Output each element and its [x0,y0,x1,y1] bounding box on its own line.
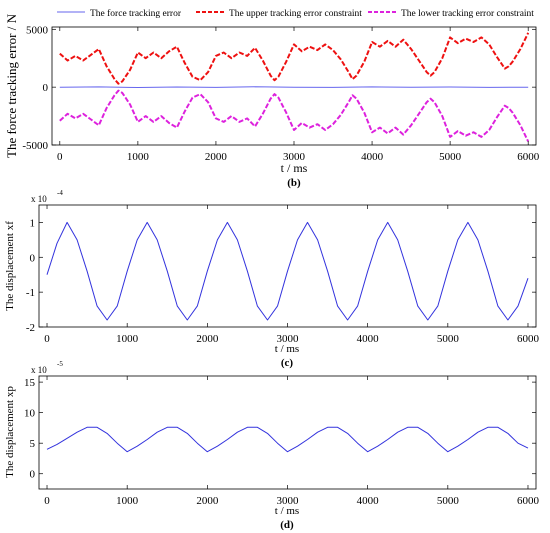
x-tick-label-b-1: 1000 [127,151,150,163]
y-axis-label-b: The force tracking error / N [4,13,19,158]
x-tick-label-b-5: 5000 [439,151,462,163]
series-line-b-0 [59,86,529,88]
y-tick-label-c-0: -2 [26,322,35,334]
series-lines-b [59,32,530,142]
y-axis-label-d: The displacement xp [4,386,16,478]
y-tick-label-c-2: 0 [30,252,36,264]
series-lines-d [46,426,529,453]
ticks-c: 0 1000 2000 3000 4000 5000 6000 -2 -1 0 1 [26,205,540,345]
y-tick-label-d-1: 5 [30,438,36,450]
x-tick-label-c-4: 4000 [357,333,380,345]
x-tick-label-b-2: 2000 [205,151,228,163]
x-tick-label-c-6: 6000 [517,333,540,345]
y-tick-label-c-3: 1 [30,217,36,229]
x-tick-label-c-1: 1000 [116,333,139,345]
plot-area-c [38,204,537,328]
y-tick-label-c-1: -1 [26,287,35,299]
axis-exponent-d: -5 [57,360,63,368]
x-axis-label-d: t / ms [275,505,299,517]
x-tick-label-b-3: 3000 [283,151,306,163]
y-axis-label-c: The displacement xf [4,221,16,311]
panel-b: 0 1000 2000 3000 4000 5000 6000 -5000 0 5000 The … [4,8,540,189]
x-tick-label-d-3: 3000 [277,495,300,507]
series-line-b-1 [59,32,530,85]
x-tick-label-c-5: 5000 [437,333,460,345]
x-tick-label-c-3: 3000 [277,333,300,345]
x-axis-label-b: t / ms [281,161,308,175]
x-tick-label-c-2: 2000 [196,333,219,345]
x-tick-label-b-4: 4000 [361,151,384,163]
x-tick-label-c-0: 0 [44,333,50,345]
panel-label-b: (b) [287,177,301,189]
series-line-b-2 [59,89,530,142]
y-tick-label-d-0: 0 [30,469,36,481]
panel-label-d: (d) [280,519,294,531]
x-tick-label-d-5: 5000 [437,495,460,507]
y-tick-label-b-2: 5000 [26,24,49,36]
plot-area-d [38,375,537,490]
series-line-d-0 [46,426,529,453]
series-line-c-0 [46,221,529,321]
x-tick-label-d-1: 1000 [116,495,139,507]
series-lines-c [46,221,529,321]
legend-label-force-error: The force tracking error [90,8,182,19]
panel-label-c: (c) [281,357,294,369]
axis-exponent-c: -4 [57,189,63,197]
axis-multiplier-c: x 10 [31,194,47,204]
x-axis-label-c: t / ms [275,343,299,355]
y-tick-label-b-1: 0 [43,82,49,94]
legend-b: The force tracking error The upper track… [57,8,534,19]
x-tick-label-b-0: 0 [57,151,63,163]
plot-area-b [51,26,537,146]
legend-label-lower-constraint: The lower tracking error constraint [401,9,534,19]
axis-multiplier-d: x 10 [31,365,47,375]
x-tick-label-d-2: 2000 [196,495,219,507]
ticks-b: 0 1000 2000 3000 4000 5000 6000 -5000 0 5000 [22,24,539,163]
x-tick-label-b-6: 6000 [517,151,540,163]
y-tick-label-d-2: 10 [24,408,36,420]
x-tick-label-d-6: 6000 [517,495,540,507]
panel-c: 0 1000 2000 3000 4000 5000 6000-2-101 x 10 -4 … [4,189,539,369]
y-tick-label-b-0: -5000 [22,140,48,152]
x-tick-label-d-4: 4000 [357,495,380,507]
y-tick-label-d-3: 15 [24,377,36,389]
ticks-d: 0 1000 2000 3000 4000 5000 6000 0 5 10 15 [24,376,539,507]
x-tick-label-d-0: 0 [44,495,50,507]
legend-label-upper-constraint: The upper tracking error constraint [229,9,362,19]
